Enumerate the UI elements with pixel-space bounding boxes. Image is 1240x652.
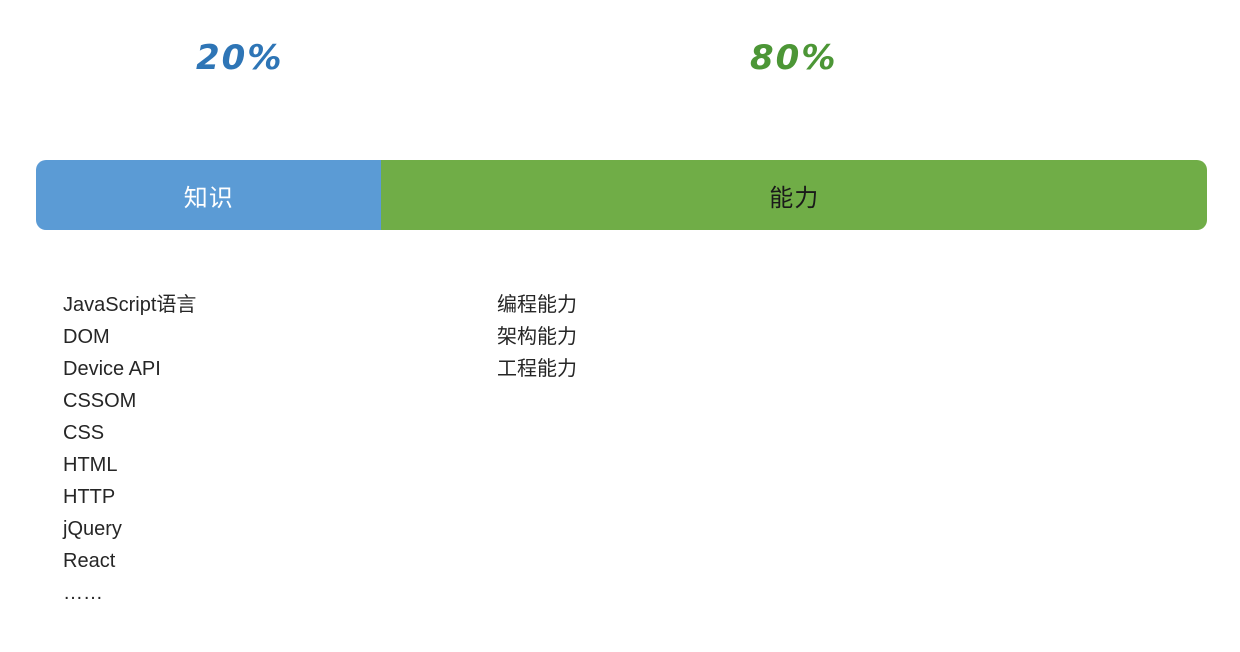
list-item: 工程能力 — [497, 358, 577, 380]
list-item: DOM — [63, 326, 110, 348]
list-item: HTML — [63, 454, 118, 476]
list-item: jQuery — [63, 518, 122, 540]
list-item: …… — [63, 582, 103, 604]
list-item: HTTP — [63, 486, 116, 508]
knowledge-percent-label: 20% — [196, 38, 284, 78]
list-item: Device API — [63, 358, 161, 380]
list-item: React — [63, 550, 116, 572]
ability-item-list: 编程能力架构能力工程能力 — [497, 289, 577, 385]
split-bar: 知识 能力 — [36, 160, 1207, 230]
knowledge-item-list: JavaScript语言 DOM Device API CSSOM CSS HTML HTT… — [63, 289, 196, 609]
list-item: CSS — [63, 422, 105, 444]
list-item: JavaScript语言 — [63, 294, 197, 316]
bar-segment-knowledge: 知识 — [36, 160, 382, 230]
bar-segment-knowledge-label: 知识 — [183, 184, 234, 212]
list-item: CSSOM — [63, 390, 137, 412]
bar-segment-ability-label: 能力 — [769, 184, 820, 212]
ability-percent-label: 80% — [750, 38, 838, 78]
list-item: 编程能力 — [497, 294, 577, 316]
bar-segment-ability: 能力 — [381, 160, 1207, 230]
list-item: 架构能力 — [497, 326, 577, 348]
